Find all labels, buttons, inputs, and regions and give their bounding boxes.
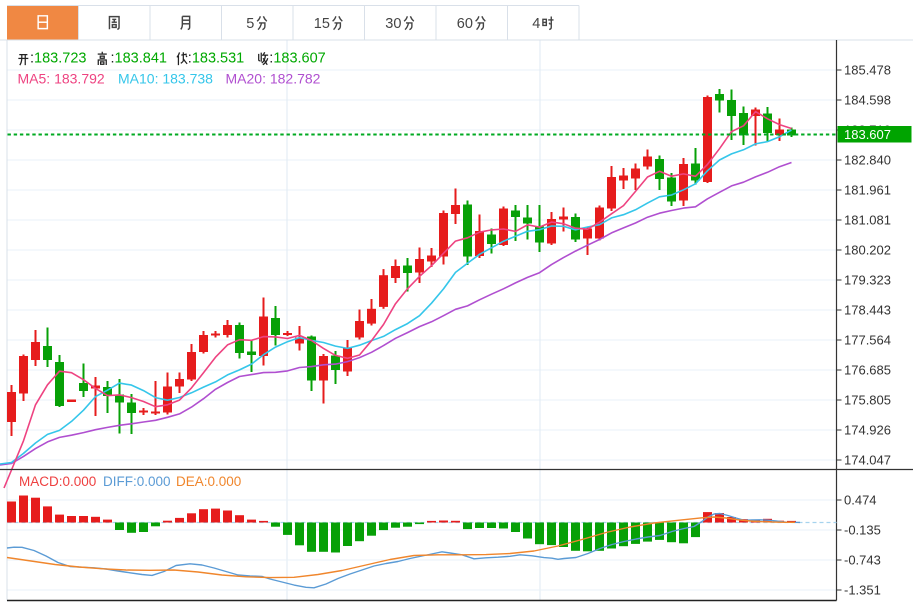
svg-text:174.047: 174.047 [844, 453, 891, 468]
svg-text:178.443: 178.443 [844, 303, 891, 318]
svg-text:15: 15 [314, 16, 330, 32]
svg-text:177.564: 177.564 [844, 333, 891, 348]
svg-text:182.840: 182.840 [844, 153, 891, 168]
svg-text:176.685: 176.685 [844, 363, 891, 378]
svg-text:180.202: 180.202 [844, 243, 891, 258]
svg-text:174.926: 174.926 [844, 423, 891, 438]
svg-text:MA20: 182.782: MA20: 182.782 [226, 71, 321, 87]
svg-text:30: 30 [385, 16, 401, 32]
svg-text:MA10: 183.738: MA10: 183.738 [118, 71, 213, 87]
svg-text:DEA:0.000: DEA:0.000 [176, 474, 241, 489]
svg-text:MACD:0.000: MACD:0.000 [19, 474, 96, 489]
svg-text:183.607: 183.607 [844, 127, 891, 142]
svg-text::183.607: :183.607 [269, 51, 325, 67]
svg-text:MA5: 183.792: MA5: 183.792 [18, 71, 105, 87]
svg-text:185.478: 185.478 [844, 63, 891, 78]
svg-text:4: 4 [532, 16, 540, 32]
svg-text:60: 60 [457, 16, 473, 32]
svg-text:-0.135: -0.135 [844, 523, 881, 538]
svg-text::183.723: :183.723 [30, 51, 86, 67]
svg-text:175.805: 175.805 [844, 393, 891, 408]
svg-text:181.961: 181.961 [844, 183, 891, 198]
svg-text:DIFF:0.000: DIFF:0.000 [103, 474, 171, 489]
svg-text:-1.351: -1.351 [844, 583, 881, 598]
svg-text::183.841: :183.841 [111, 51, 167, 67]
svg-text:-0.743: -0.743 [844, 553, 881, 568]
svg-text:181.081: 181.081 [844, 213, 891, 228]
svg-text:5: 5 [246, 16, 254, 32]
svg-text:184.598: 184.598 [844, 93, 891, 108]
svg-text::183.531: :183.531 [188, 51, 244, 67]
svg-text:0.474: 0.474 [844, 493, 877, 508]
svg-text:179.323: 179.323 [844, 273, 891, 288]
